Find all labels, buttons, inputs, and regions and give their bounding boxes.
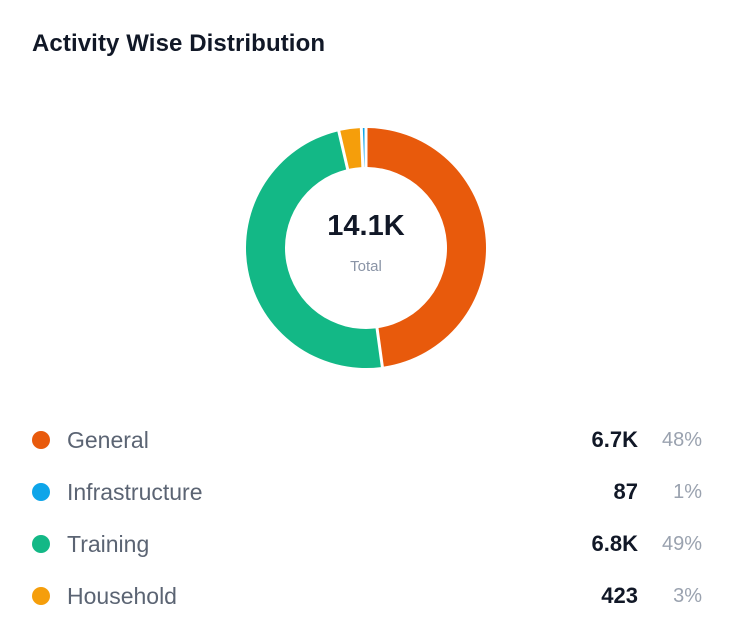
- legend-dot-general: [32, 431, 50, 449]
- legend-item-general[interactable]: General 6.7K 48%: [30, 414, 702, 466]
- legend-value: 87: [613, 479, 638, 504]
- legend-dot-infrastructure: [32, 483, 50, 501]
- donut-svg: [246, 128, 487, 368]
- donut-chart: 14.1K Total: [230, 112, 502, 384]
- legend-item-infrastructure[interactable]: Infrastructure 87 1%: [30, 466, 702, 518]
- total-label: Total: [350, 258, 382, 275]
- legend-label: Training: [67, 530, 150, 557]
- legend-value: 423: [601, 583, 638, 608]
- legend-item-household[interactable]: Household 423 3%: [30, 570, 702, 622]
- legend-value: 6.7K: [591, 427, 638, 452]
- donut-slice-training[interactable]: [246, 131, 381, 368]
- legend-percent: 1%: [673, 480, 702, 503]
- legend-dot-household: [32, 587, 50, 605]
- legend-label: Infrastructure: [67, 478, 203, 505]
- legend-percent: 49%: [661, 532, 702, 555]
- legend: General 6.7K 48% Infrastructure 87 1% Tr…: [30, 414, 702, 622]
- legend-value: 6.8K: [591, 531, 638, 556]
- legend-percent: 48%: [661, 428, 702, 451]
- legend-dot-training: [32, 535, 50, 553]
- chart-title: Activity Wise Distribution: [32, 30, 326, 57]
- donut-slice-general[interactable]: [367, 128, 487, 367]
- total-value: 14.1K: [327, 210, 405, 242]
- legend-item-training[interactable]: Training 6.8K 49%: [30, 518, 702, 570]
- legend-label: General: [67, 426, 149, 453]
- donut-slice-infrastructure[interactable]: [362, 128, 365, 168]
- legend-percent: 3%: [673, 584, 702, 607]
- legend-label: Household: [67, 582, 177, 609]
- donut-slice-household[interactable]: [340, 128, 362, 169]
